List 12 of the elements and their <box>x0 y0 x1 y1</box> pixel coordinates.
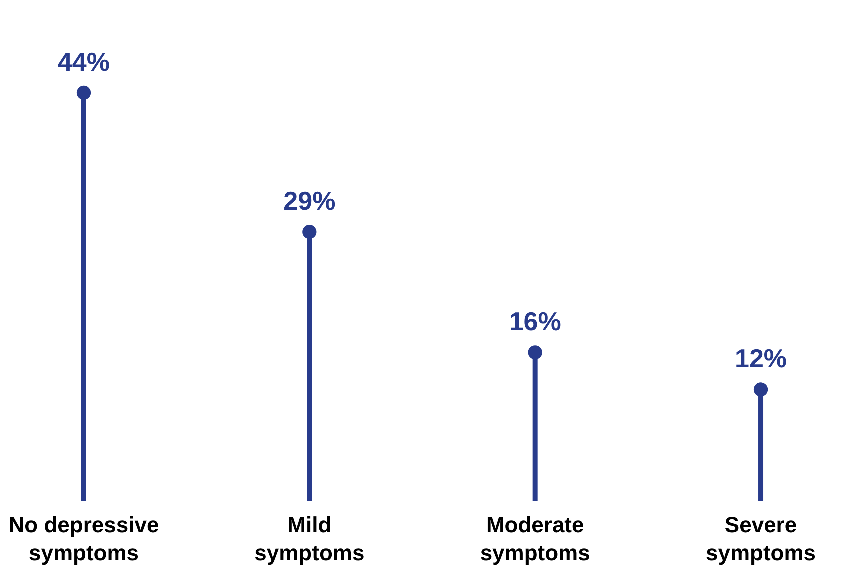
data-label: 12% <box>734 344 788 374</box>
point <box>528 346 542 360</box>
x-tick-label: No depressive symptoms <box>8 512 160 566</box>
x-tick-label: Moderate symptoms <box>480 512 590 566</box>
point <box>76 86 92 100</box>
data-label: 29% <box>284 186 336 216</box>
point <box>754 382 768 397</box>
data-label: 16% <box>509 306 562 337</box>
point <box>302 225 317 240</box>
x-tick-label: Mild symptoms <box>254 512 365 566</box>
x-tick-label: Severe symptoms <box>706 512 816 566</box>
data-label: 44% <box>58 47 110 77</box>
